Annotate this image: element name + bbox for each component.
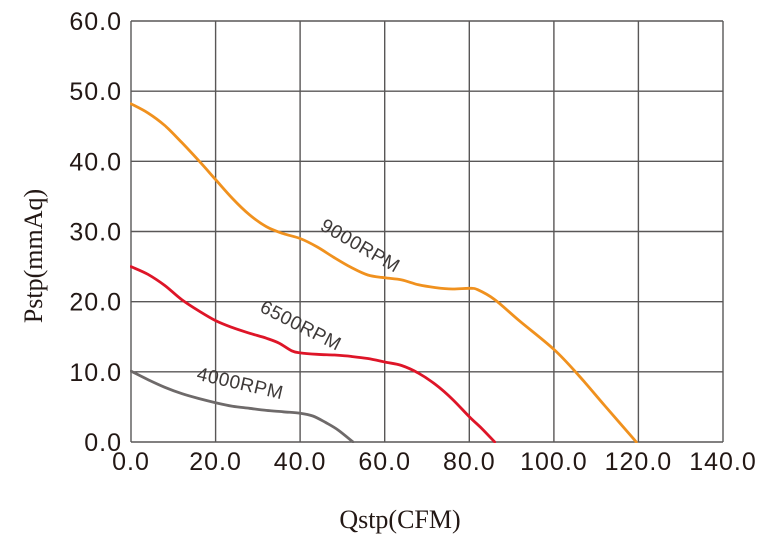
x-tick-label-20.0: 20.0 <box>189 448 242 476</box>
x-tick-label-140.0: 140.0 <box>689 448 757 476</box>
x-tick-label-0.0: 0.0 <box>112 448 150 476</box>
y-tick-label-10.0: 10.0 <box>69 359 122 387</box>
y-tick-label-60.0: 60.0 <box>69 8 122 36</box>
curve-4000rpm <box>130 369 355 443</box>
curve-6500rpm <box>130 265 497 443</box>
x-tick-label-60.0: 60.0 <box>358 448 411 476</box>
y-tick-label-20.0: 20.0 <box>69 289 122 317</box>
curve-9000rpm <box>130 102 638 443</box>
tick-labels: 0.0 20.0 40.0 60.0 80.0 100.0 120.0 140.0 0.0 10.… <box>69 8 757 476</box>
y-axis-title: Pstp(mmAq) <box>19 189 48 323</box>
curves <box>130 102 638 443</box>
x-tick-label-80.0: 80.0 <box>443 448 496 476</box>
series-label-9000rpm: 9000RPM <box>317 215 404 277</box>
y-tick-label-50.0: 50.0 <box>69 78 122 106</box>
grid-path <box>130 20 724 443</box>
x-tick-label-120.0: 120.0 <box>605 448 673 476</box>
grid-lines <box>130 20 724 443</box>
series-label-4000rpm: 4000RPM <box>195 364 285 404</box>
y-tick-label-40.0: 40.0 <box>69 148 122 176</box>
x-tick-label-100.0: 100.0 <box>520 448 588 476</box>
x-axis-title: Qstp(CFM) <box>339 505 460 534</box>
x-tick-label-40.0: 40.0 <box>274 448 327 476</box>
y-tick-label-30.0: 30.0 <box>69 219 122 247</box>
y-tick-label-0.0: 0.0 <box>84 429 122 457</box>
